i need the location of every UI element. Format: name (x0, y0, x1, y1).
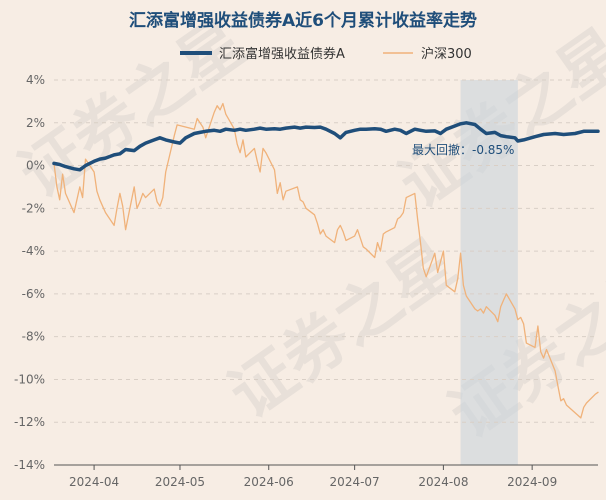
y-tick-label: 2% (26, 116, 45, 130)
y-tick-label: 4% (26, 73, 45, 87)
series-line-index (53, 102, 599, 419)
x-axis: 2024-04 2024-05 2024-06 2024-07 2024-08 2024-… (54, 464, 598, 489)
y-axis: 4% 2% 0% -2% -4% -6% -8% -10% -12% -14% (14, 73, 45, 472)
x-tick-label: 2024-06 (244, 475, 294, 489)
max-drawdown-shade (460, 80, 518, 465)
max-drawdown-label: 最大回撤：-0.85% (412, 142, 514, 157)
x-tick-label: 2024-05 (155, 475, 205, 489)
series-lines (52, 102, 600, 419)
y-tick-label: -4% (22, 244, 45, 258)
legend-label-fund: 汇添富增强收益债券A (219, 46, 345, 62)
watermark-text: 证券之星 (7, 6, 259, 213)
x-tick-label: 2024-07 (330, 475, 380, 489)
y-tick-label: -12% (14, 415, 45, 429)
y-tick-label: -2% (22, 201, 45, 215)
x-tick-label: 2024-09 (507, 475, 557, 489)
watermark-text: 证券之星 (217, 226, 469, 433)
y-tick-label: -8% (22, 330, 45, 344)
y-tick-label: -6% (22, 287, 45, 301)
chart-title: 汇添富增强收益债券A近6个月累计收益率走势 (129, 10, 477, 31)
x-tick-label: 2024-08 (418, 475, 468, 489)
y-tick-label: -14% (14, 458, 45, 472)
series-line-fund (52, 121, 600, 172)
x-tick-label: 2024-04 (69, 475, 119, 489)
chart-legend: 汇添富增强收益债券A 沪深300 (180, 46, 472, 62)
y-tick-label: 0% (26, 159, 45, 173)
y-tick-label: -10% (14, 372, 45, 386)
legend-label-index: 沪深300 (421, 46, 472, 62)
